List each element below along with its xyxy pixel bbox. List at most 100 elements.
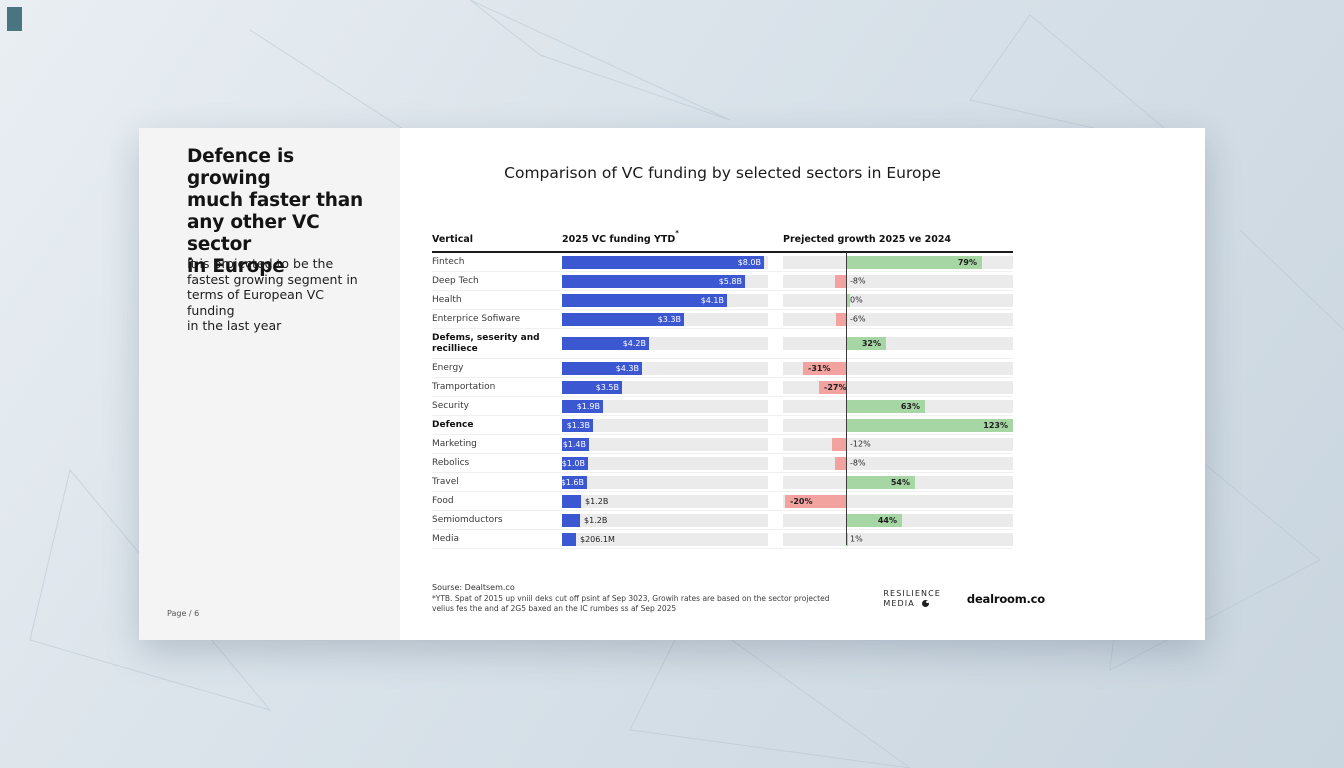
growth-bar-track: 32% — [783, 337, 1013, 351]
growth-bar: 54% — [846, 475, 915, 489]
growth-value: 32% — [861, 339, 881, 349]
funding-bar: $1.0B — [561, 456, 588, 470]
funding-bar: $3.3B — [562, 312, 684, 326]
funding-bar-track: $1.2B — [562, 494, 768, 508]
table-row: Defence $1.3B 123% — [432, 416, 1013, 436]
funding-bar-track: $1.3B — [562, 418, 768, 432]
growth-bar-track: -31% — [783, 361, 1013, 375]
row-label: Defems, seserity and recilliece — [432, 333, 540, 354]
funding-bar-track: $4.2B — [562, 337, 768, 351]
growth-value: 1% — [850, 534, 863, 544]
growth-value: -31% — [808, 363, 831, 373]
funding-bar: $4.3B — [562, 361, 642, 375]
slide: Defence is growing much faster than any … — [139, 128, 1205, 640]
growth-value: -27% — [824, 382, 847, 392]
row-label: Travel — [432, 476, 459, 487]
funding-value: $5.8B — [718, 276, 742, 286]
growth-bar — [846, 293, 850, 307]
funding-bar-track: $5.8B — [562, 274, 768, 288]
funding-bar: $5.8B — [562, 274, 745, 288]
funding-bar-track: $1.9B — [562, 399, 768, 413]
column-header-funding-text: 2025 VC funding YTD — [562, 234, 676, 246]
funding-bar-track: $1.0B — [561, 456, 768, 470]
growth-bar-track: -20% — [783, 494, 1013, 508]
funding-value: $1.9B — [576, 401, 600, 411]
growth-bar: 32% — [846, 337, 886, 351]
page-subtitle-line: fastest growing segment in — [187, 271, 358, 287]
funding-value: $1.4B — [562, 439, 586, 449]
growth-bar-track: -8% — [783, 274, 1013, 288]
funding-bar: $1.4B — [562, 437, 589, 451]
resilience-logo-line: MEDIA — [883, 598, 915, 608]
page-subtitle: It is projected to be the fastest growin… — [187, 256, 372, 334]
resilience-logo-line: RESILIENCE — [883, 589, 941, 599]
table-row: Energy $4.3B -31% — [432, 359, 1013, 379]
footnote-line: velius fes the and af 2G5 baxed an the I… — [432, 604, 677, 614]
source-note: Sourse: Dealtsem.co *YTB. Spat of 2015 u… — [432, 583, 829, 614]
growth-bar-track: 79% — [783, 255, 1013, 269]
growth-value: -20% — [790, 496, 813, 506]
row-label: Media — [432, 533, 460, 544]
growth-bar-track: 0% — [783, 293, 1013, 307]
growth-bar-track: 63% — [783, 399, 1013, 413]
chart-title: Comparison of VC funding by selected sec… — [504, 164, 941, 182]
funding-bar-track: $4.3B — [562, 361, 768, 375]
table-row: Defems, seserity and recilliece $4.2B 32% — [432, 329, 1013, 360]
funding-bar-track: $4.1B — [562, 293, 768, 307]
row-label: Fintech — [432, 256, 465, 267]
growth-bar-track: 54% — [783, 475, 1013, 489]
page-title-line: much faster than — [187, 190, 363, 211]
row-label: Energy — [432, 362, 464, 373]
slide-footer: Sourse: Dealtsem.co *YTB. Spat of 2015 u… — [432, 583, 1045, 614]
column-header-funding: 2025 VC funding YTD* — [562, 229, 768, 246]
growth-value: 79% — [957, 257, 977, 267]
table-row: Marketing $1.4B -12% — [432, 435, 1013, 455]
growth-bar — [846, 532, 848, 546]
source-line: Sourse: Dealtsem.co — [432, 583, 515, 593]
growth-value: 44% — [877, 515, 897, 525]
growth-value: -8% — [850, 276, 866, 286]
page-number: Page / 6 — [167, 609, 200, 618]
funding-bar-track: $206.1M — [562, 532, 768, 546]
page-subtitle-line: in the last year — [187, 318, 282, 333]
growth-bar-track: 123% — [783, 418, 1013, 432]
table-row: Enterprice Sofiware $3.3B -6% — [432, 310, 1013, 330]
funding-value: $1.0B — [561, 458, 585, 468]
row-label: Health — [432, 294, 462, 305]
chart-area: Comparison of VC funding by selected sec… — [432, 128, 1045, 614]
funding-bar: $8.0B — [562, 255, 764, 269]
growth-bar: 63% — [846, 399, 925, 413]
funding-bar — [562, 494, 581, 508]
resilience-logo-icon — [921, 599, 929, 607]
logos: RESILIENCE MEDIA dealroom.co — [883, 583, 1045, 608]
page-title-line: in Europe — [187, 256, 285, 277]
funding-bar: $4.2B — [562, 337, 649, 351]
table-header-row: Vertical 2025 VC funding YTD* Prejected … — [432, 229, 1013, 254]
growth-bar-track: 44% — [783, 513, 1013, 527]
table-row: Semiomductors $1.2B 44% — [432, 511, 1013, 531]
row-label: Marketing — [432, 438, 477, 449]
table-row: Deep Tech $5.8B -8% — [432, 272, 1013, 292]
row-label: Security — [432, 400, 469, 411]
funding-value: $4.3B — [615, 363, 639, 373]
row-label: Deep Tech — [432, 275, 479, 286]
growth-bar — [836, 312, 846, 326]
footnote-line: *YTB. Spat of 2015 up vniil deks cut off… — [432, 594, 830, 604]
growth-bar-track: -12% — [783, 437, 1013, 451]
growth-value: 54% — [890, 477, 910, 487]
funding-bar-track: $1.6B — [561, 475, 768, 489]
growth-value: -8% — [850, 458, 866, 468]
sidebar: Defence is growing much faster than any … — [139, 128, 400, 640]
row-label: Tramportation — [432, 381, 496, 392]
growth-bar — [832, 437, 846, 451]
funding-bar: $1.9B — [562, 399, 603, 413]
column-header-growth: Prejected growth 2025 ve 2024 — [783, 234, 952, 246]
funding-value: $1.2B — [585, 496, 609, 506]
funding-value: $1.2B — [584, 515, 608, 525]
funding-bar-track: $1.4B — [562, 437, 768, 451]
funding-value: $206.1M — [580, 534, 615, 544]
growth-bar-track: -27% — [783, 380, 1013, 394]
growth-bar: -20% — [785, 494, 846, 508]
funding-value: $4.1B — [700, 295, 724, 305]
funding-value: $4.2B — [622, 339, 646, 349]
